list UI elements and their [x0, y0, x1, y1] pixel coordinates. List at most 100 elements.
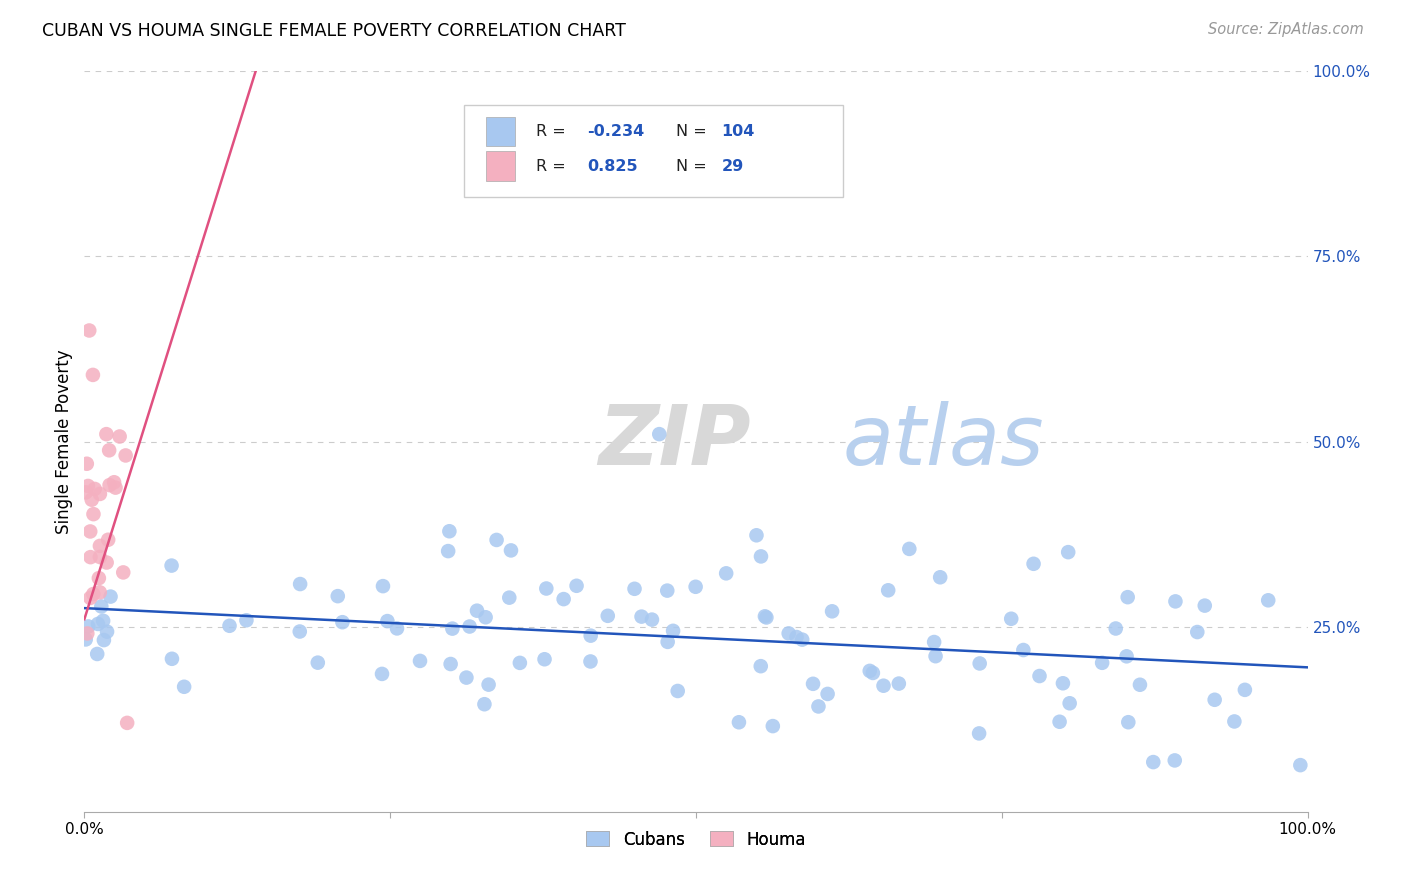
Point — [98, 443, 121, 458]
Point — [877, 583, 900, 598]
Point — [1129, 678, 1152, 692]
Point — [1115, 649, 1137, 664]
Point — [1052, 676, 1074, 690]
Point — [533, 652, 555, 666]
Point — [89, 539, 111, 553]
Point — [90, 599, 112, 614]
Point — [807, 699, 830, 714]
Point — [96, 556, 118, 570]
Point — [648, 427, 671, 442]
Point — [235, 613, 257, 627]
Point — [115, 715, 138, 730]
Point — [474, 610, 496, 624]
Point — [821, 604, 844, 618]
Point — [801, 677, 824, 691]
Point — [922, 635, 945, 649]
Point — [1022, 557, 1045, 571]
Point — [97, 533, 120, 547]
Point — [89, 487, 111, 501]
Point — [456, 671, 478, 685]
Point — [1049, 714, 1071, 729]
Point — [77, 619, 100, 633]
Point — [1000, 612, 1022, 626]
Point — [75, 485, 97, 500]
Point — [77, 479, 100, 493]
Point — [623, 582, 645, 596]
Text: atlas: atlas — [842, 401, 1045, 482]
Point — [1194, 599, 1216, 613]
Point — [371, 667, 394, 681]
Text: ZIP: ZIP — [598, 401, 751, 482]
Point — [458, 619, 481, 633]
Point — [666, 684, 689, 698]
Point — [1233, 682, 1256, 697]
Point — [792, 632, 814, 647]
Text: 0.825: 0.825 — [588, 159, 638, 174]
Point — [104, 481, 127, 495]
Point — [93, 633, 115, 648]
Point — [79, 524, 101, 539]
Point — [79, 591, 101, 605]
Point — [1012, 643, 1035, 657]
Point — [1091, 656, 1114, 670]
Point — [969, 657, 991, 671]
Point — [754, 609, 776, 624]
Point — [1059, 696, 1081, 710]
Point — [76, 457, 98, 471]
Point — [641, 613, 664, 627]
Point — [89, 549, 111, 564]
Point — [553, 592, 575, 607]
Point — [89, 585, 111, 599]
Point — [1105, 622, 1128, 636]
Point — [79, 550, 101, 565]
Point — [100, 590, 122, 604]
Point — [749, 659, 772, 673]
Point — [887, 676, 910, 690]
Point — [1257, 593, 1279, 607]
Text: N =: N = — [676, 159, 707, 174]
Point — [657, 583, 679, 598]
Point — [409, 654, 432, 668]
Point — [474, 697, 496, 711]
Point — [509, 656, 531, 670]
Point — [498, 591, 520, 605]
Point — [96, 427, 118, 442]
Point — [385, 621, 408, 635]
Point — [441, 622, 464, 636]
Point — [1116, 715, 1139, 730]
Point — [112, 566, 135, 580]
Point — [82, 368, 104, 382]
Point — [728, 715, 751, 730]
Point — [579, 655, 602, 669]
Point — [86, 647, 108, 661]
Point — [872, 679, 894, 693]
Point — [83, 482, 105, 496]
Point — [98, 478, 121, 492]
Point — [440, 657, 463, 671]
Point — [499, 543, 522, 558]
Point — [630, 609, 652, 624]
Point — [657, 635, 679, 649]
Point — [87, 571, 110, 585]
Point — [288, 624, 311, 639]
Point — [755, 610, 778, 624]
Point — [1164, 594, 1187, 608]
Text: N =: N = — [676, 124, 707, 139]
Point — [817, 687, 839, 701]
Point — [82, 507, 104, 521]
Point — [1289, 758, 1312, 772]
Legend: Cubans, Houma: Cubans, Houma — [579, 824, 813, 855]
Point — [465, 604, 488, 618]
Text: CUBAN VS HOUMA SINGLE FEMALE POVERTY CORRELATION CHART: CUBAN VS HOUMA SINGLE FEMALE POVERTY COR… — [42, 22, 626, 40]
Point — [596, 608, 619, 623]
Point — [160, 652, 183, 666]
Point — [1223, 714, 1246, 729]
Point — [91, 614, 114, 628]
Point — [478, 678, 501, 692]
Point — [108, 429, 131, 443]
FancyBboxPatch shape — [485, 152, 515, 181]
Text: Source: ZipAtlas.com: Source: ZipAtlas.com — [1208, 22, 1364, 37]
Point — [377, 614, 399, 628]
Point — [762, 719, 785, 733]
Point — [218, 619, 240, 633]
